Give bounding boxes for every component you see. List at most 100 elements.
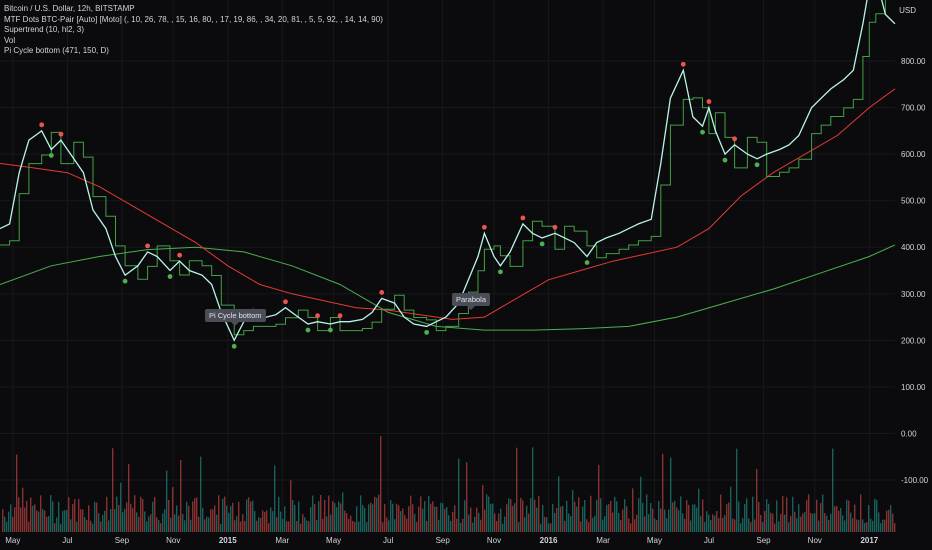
volume-bar — [182, 513, 184, 532]
volume-bar — [712, 514, 714, 532]
volume-bar — [246, 499, 248, 532]
volume-bar — [114, 509, 116, 532]
volume-bar — [732, 518, 734, 532]
volume-bar — [502, 523, 504, 532]
legend-title: Bitcoin / U.S. Dollar, 12h, BITSTAMP — [4, 4, 135, 13]
volume-bar — [472, 522, 474, 532]
volume-bar — [346, 513, 348, 532]
volume-bar — [480, 519, 482, 532]
volume-bar — [798, 504, 800, 532]
volume-bar — [882, 519, 884, 532]
volume-bar — [726, 504, 728, 532]
volume-bar — [560, 506, 562, 532]
volume-bar — [540, 523, 542, 532]
volume-bar — [268, 523, 270, 532]
volume-bar — [728, 502, 730, 532]
volume-bar — [686, 500, 688, 532]
volume-bar — [242, 514, 244, 532]
volume-bar — [50, 494, 52, 532]
volume-bar — [336, 507, 338, 532]
volume-bar — [44, 510, 46, 532]
volume-bar — [688, 504, 690, 532]
volume-bar — [642, 502, 644, 532]
volume-bar — [824, 513, 826, 532]
volume-bar — [574, 501, 576, 532]
volume-bar — [372, 504, 374, 532]
volume-bar — [700, 516, 702, 532]
x-tick-label: May — [5, 536, 20, 545]
volume-bar — [684, 518, 686, 532]
volume-bar — [864, 522, 866, 532]
volume-bar — [690, 520, 692, 532]
x-tick-label: Jul — [704, 536, 714, 545]
volume-bar — [276, 517, 278, 532]
volume-bar — [356, 506, 358, 532]
volume-bar — [818, 520, 820, 532]
volume-bar — [300, 523, 302, 532]
volume-bar — [148, 516, 150, 532]
volume-bar — [892, 513, 894, 532]
volume-bar — [828, 520, 830, 532]
volume-bar — [84, 517, 86, 532]
volume-bar — [680, 496, 682, 532]
volume-bar — [654, 518, 656, 532]
volume-bar — [352, 520, 354, 532]
volume-bar — [108, 520, 110, 532]
volume-bar — [624, 499, 626, 532]
volume-bar — [380, 436, 382, 532]
volume-bar — [786, 497, 788, 532]
volume-bar — [860, 494, 862, 532]
volume-bar — [58, 501, 60, 532]
legend-volume[interactable]: Vol — [4, 35, 16, 45]
volume-bar — [94, 501, 96, 532]
volume-bar — [706, 511, 708, 532]
volume-bar — [830, 513, 832, 532]
volume-bar — [528, 513, 530, 532]
volume-bar — [172, 487, 174, 532]
legend-mtf-dots[interactable]: MTF Dots BTC-Pair [Auto] [Moto] (, 10, 2… — [4, 14, 383, 24]
volume-bar — [522, 500, 524, 532]
volume-bar — [176, 505, 178, 532]
volume-bar — [768, 503, 770, 532]
volume-bar — [776, 500, 778, 532]
buy-dot — [122, 278, 128, 284]
volume-bar — [674, 500, 676, 532]
volume-bar — [696, 507, 698, 532]
volume-bar — [886, 510, 888, 532]
volume-bar — [412, 504, 414, 532]
volume-bar — [638, 498, 640, 532]
volume-bar — [716, 511, 718, 532]
volume-bar — [398, 505, 400, 532]
volume-bar — [314, 504, 316, 532]
volume-bar — [836, 506, 838, 532]
volume-bar — [298, 501, 300, 532]
volume-bar — [804, 512, 806, 532]
legend-supertrend[interactable]: Supertrend (10, hl2, 3) — [4, 25, 85, 34]
volume-bar — [520, 497, 522, 532]
volume-bar — [264, 512, 266, 532]
volume-bar — [86, 519, 88, 532]
volume-bar — [622, 509, 624, 532]
supertrend-line — [0, 0, 886, 336]
volume-bar — [808, 494, 810, 532]
x-tick-label: Jul — [383, 536, 393, 545]
volume-bar — [536, 507, 538, 532]
volume-bar — [288, 521, 290, 532]
y-tick-label: 700.00 — [901, 104, 926, 113]
volume-bar — [354, 521, 356, 532]
volume-bar — [884, 519, 886, 532]
volume-bar — [852, 518, 854, 532]
volume-bar — [92, 523, 94, 532]
volume-bar — [342, 492, 344, 532]
volume-bar — [710, 519, 712, 532]
volume-bar — [482, 484, 484, 532]
volume-bar — [134, 495, 136, 532]
volume-bar — [514, 503, 516, 532]
volume-bar — [390, 499, 392, 532]
volume-bar — [74, 499, 76, 532]
volume-bar — [694, 504, 696, 532]
legend-pi-cycle[interactable]: Pi Cycle bottom (471, 150, D) — [4, 46, 109, 55]
volume-bar — [38, 511, 40, 532]
volume-bar — [462, 518, 464, 532]
